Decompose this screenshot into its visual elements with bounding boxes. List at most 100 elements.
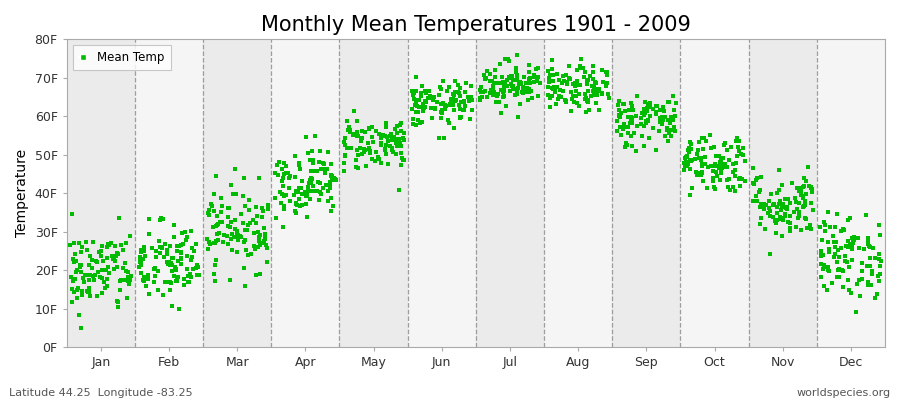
Point — [325, 175, 339, 181]
Point — [600, 72, 615, 78]
Point — [447, 124, 462, 131]
Point — [799, 190, 814, 197]
Point — [165, 254, 179, 261]
Point — [406, 91, 420, 97]
Point — [283, 198, 297, 204]
Point — [548, 89, 562, 95]
Point — [590, 90, 605, 97]
Point — [653, 106, 668, 113]
Text: Latitude 44.25  Longitude -83.25: Latitude 44.25 Longitude -83.25 — [9, 388, 193, 398]
Point — [580, 98, 594, 104]
Point — [97, 285, 112, 292]
Point — [282, 170, 296, 176]
Point — [680, 161, 695, 168]
Bar — [749, 39, 817, 347]
Point — [340, 118, 355, 124]
Point — [761, 204, 776, 211]
Point — [837, 253, 851, 260]
Point — [99, 267, 113, 273]
Point — [501, 74, 516, 80]
Point — [364, 134, 379, 140]
Point — [338, 152, 352, 158]
Point — [65, 286, 79, 292]
Point — [726, 160, 741, 167]
Point — [762, 205, 777, 212]
Point — [706, 143, 721, 150]
Point — [442, 120, 456, 126]
Point — [238, 226, 252, 233]
Point — [617, 144, 632, 151]
Point — [116, 246, 130, 253]
Point — [829, 259, 843, 265]
Point — [432, 92, 446, 98]
Point — [247, 230, 261, 236]
Point — [782, 225, 796, 232]
Point — [491, 79, 506, 86]
Point — [208, 240, 222, 246]
Point — [735, 151, 750, 158]
Text: worldspecies.org: worldspecies.org — [796, 388, 891, 398]
Point — [444, 96, 458, 102]
Point — [442, 102, 456, 108]
Point — [220, 241, 235, 247]
Point — [158, 241, 172, 247]
Point — [763, 208, 778, 214]
Point — [859, 212, 873, 218]
Point — [655, 114, 670, 120]
Point — [268, 195, 283, 201]
Point — [95, 243, 110, 250]
Point — [350, 164, 365, 171]
Point — [324, 172, 338, 179]
Point — [473, 88, 488, 95]
Point — [122, 233, 137, 239]
Point — [438, 106, 453, 112]
Point — [660, 124, 674, 131]
Point — [713, 159, 727, 165]
Point — [409, 74, 423, 80]
Point — [211, 213, 225, 220]
Point — [169, 278, 184, 284]
Point — [817, 264, 832, 270]
Point — [845, 235, 859, 241]
Point — [165, 262, 179, 268]
Point — [815, 266, 830, 272]
Point — [165, 268, 179, 274]
Point — [208, 257, 222, 263]
Point — [410, 116, 425, 123]
Point — [444, 96, 458, 103]
Point — [657, 108, 671, 114]
Point — [455, 107, 470, 113]
Point — [796, 184, 810, 190]
Point — [64, 274, 78, 281]
Point — [250, 212, 265, 219]
Point — [563, 108, 578, 114]
Point — [792, 209, 806, 215]
Point — [288, 174, 302, 180]
Point — [695, 169, 709, 176]
Point — [544, 66, 559, 73]
Point — [714, 168, 728, 174]
Point — [255, 205, 269, 211]
Point — [274, 166, 289, 172]
Point — [667, 124, 681, 131]
Point — [447, 89, 462, 95]
Point — [338, 142, 353, 148]
Point — [496, 87, 510, 94]
Point — [618, 108, 633, 114]
Point — [828, 251, 842, 258]
Point — [446, 107, 461, 113]
Point — [233, 233, 248, 239]
Point — [434, 86, 448, 92]
Point — [75, 288, 89, 294]
Point — [213, 195, 228, 202]
Point — [181, 279, 195, 285]
Point — [212, 237, 226, 244]
Point — [723, 176, 737, 182]
Point — [521, 86, 535, 93]
Point — [697, 134, 711, 141]
Point — [625, 118, 639, 124]
Point — [630, 93, 644, 99]
Point — [578, 96, 592, 102]
Point — [166, 234, 181, 240]
Point — [137, 244, 151, 250]
